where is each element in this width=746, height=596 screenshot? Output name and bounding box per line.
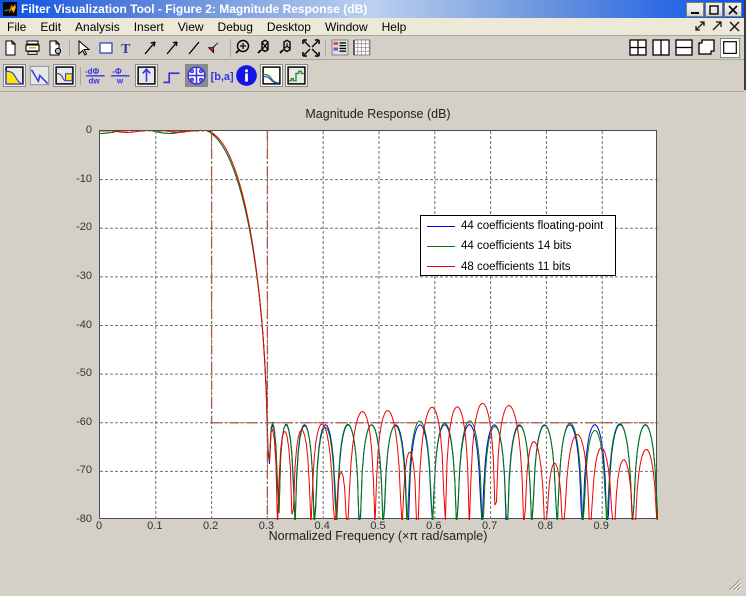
svg-text:w: w: [116, 77, 124, 86]
svg-text:-Φ: -Φ: [112, 67, 122, 76]
svg-text:T: T: [121, 42, 131, 57]
svg-text:dw: dw: [88, 77, 100, 86]
svg-text:[b,a]: [b,a]: [211, 71, 233, 83]
svg-text:-dΦ: -dΦ: [85, 67, 100, 76]
